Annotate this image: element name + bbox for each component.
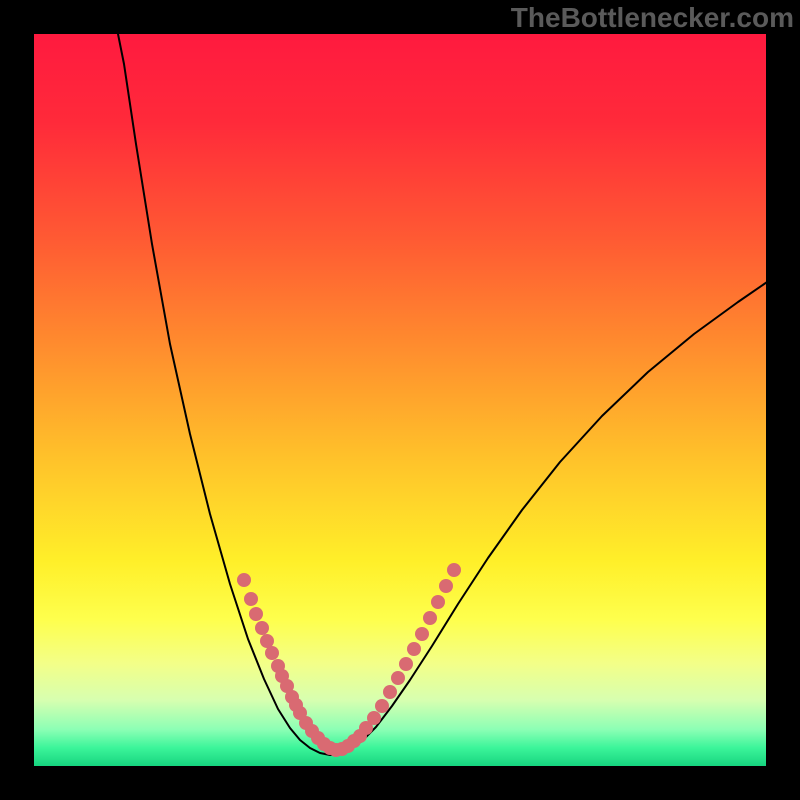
curve-marker bbox=[367, 711, 381, 725]
curve-marker bbox=[249, 607, 263, 621]
curve-marker bbox=[265, 646, 279, 660]
curve-marker bbox=[244, 592, 258, 606]
curve-marker bbox=[255, 621, 269, 635]
curve-marker bbox=[423, 611, 437, 625]
watermark-text: TheBottlenecker.com bbox=[511, 2, 794, 34]
curve-marker bbox=[407, 642, 421, 656]
curve-marker bbox=[399, 657, 413, 671]
bottleneck-curve bbox=[34, 34, 766, 766]
curve-marker bbox=[431, 595, 445, 609]
curve-marker bbox=[237, 573, 251, 587]
curve-marker bbox=[447, 563, 461, 577]
curve-marker bbox=[415, 627, 429, 641]
plot-area bbox=[34, 34, 766, 766]
curve-marker bbox=[439, 579, 453, 593]
curve-marker bbox=[375, 699, 389, 713]
curve-marker bbox=[391, 671, 405, 685]
curve-marker bbox=[383, 685, 397, 699]
